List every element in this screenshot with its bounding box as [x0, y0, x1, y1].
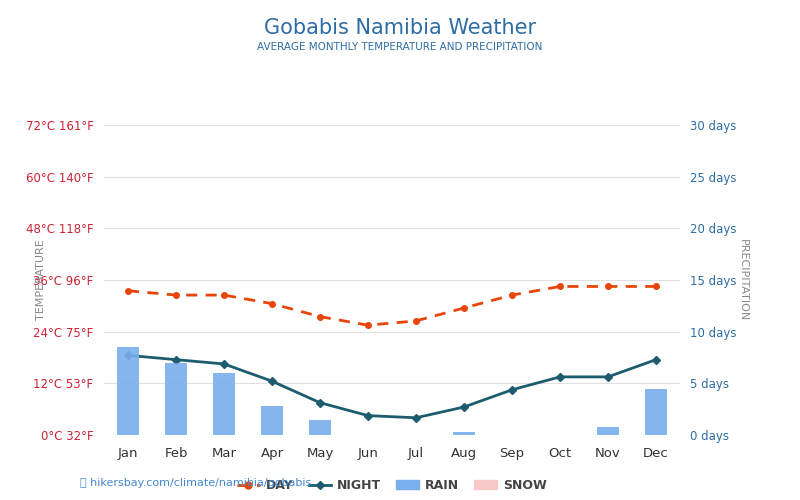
Text: Gobabis Namibia Weather: Gobabis Namibia Weather — [264, 18, 536, 38]
Bar — [118, 347, 139, 435]
Bar — [597, 426, 619, 435]
Text: PRECIPITATION: PRECIPITATION — [738, 239, 748, 321]
Bar — [213, 373, 235, 435]
Bar — [454, 432, 475, 435]
Legend: DAY, NIGHT, RAIN, SNOW: DAY, NIGHT, RAIN, SNOW — [232, 474, 552, 497]
Text: TEMPERATURE: TEMPERATURE — [36, 240, 46, 320]
Bar — [165, 362, 186, 435]
Bar — [261, 406, 283, 435]
Bar — [309, 420, 331, 435]
Bar — [646, 388, 666, 435]
Text: 📍 hikersbay.com/climate/namibia/gobabis: 📍 hikersbay.com/climate/namibia/gobabis — [80, 478, 311, 488]
Text: AVERAGE MONTHLY TEMPERATURE AND PRECIPITATION: AVERAGE MONTHLY TEMPERATURE AND PRECIPIT… — [258, 42, 542, 52]
